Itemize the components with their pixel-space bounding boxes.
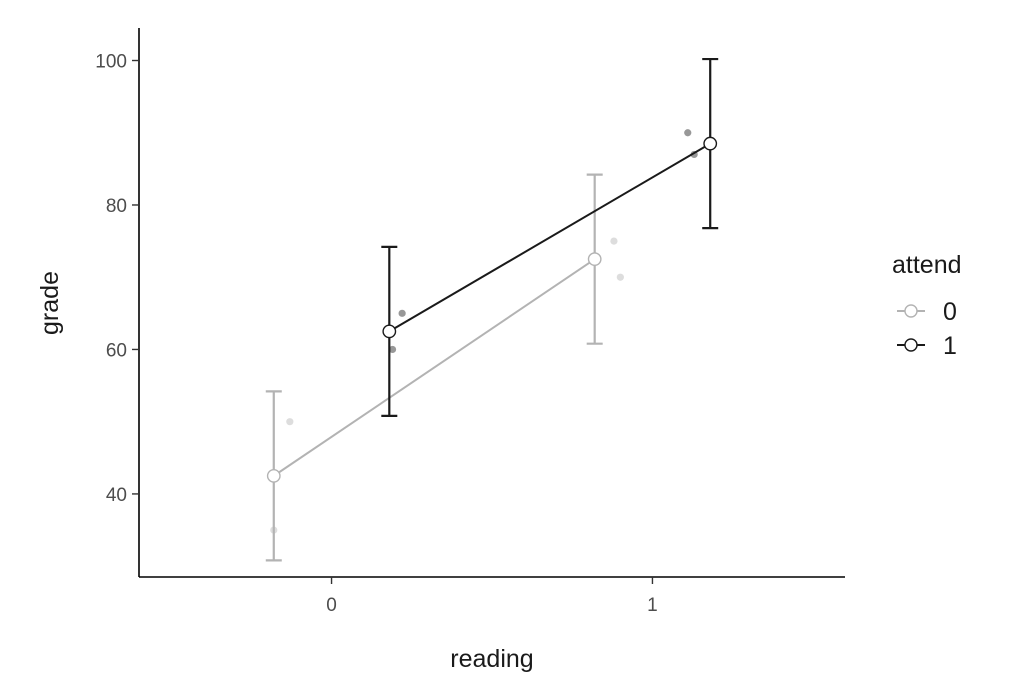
series-0 bbox=[265, 173, 603, 562]
legend-entry-0: 0 bbox=[897, 298, 957, 326]
y-tick-label: 100 bbox=[95, 52, 127, 73]
series-line bbox=[273, 258, 596, 477]
mean-point bbox=[587, 252, 602, 267]
x-axis-title: reading bbox=[450, 645, 533, 673]
legend-label: 1 bbox=[943, 332, 957, 360]
x-tick-label: 1 bbox=[647, 595, 658, 616]
raw-point bbox=[610, 237, 618, 245]
raw-points-series-1 bbox=[388, 129, 698, 354]
y-tick-label: 80 bbox=[106, 196, 127, 217]
y-tick-label: 40 bbox=[106, 485, 127, 506]
legend-label: 0 bbox=[943, 298, 957, 326]
x-tick-label: 0 bbox=[326, 595, 337, 616]
raw-point bbox=[616, 273, 624, 281]
legend-title: attend bbox=[892, 251, 962, 279]
series-line bbox=[388, 142, 711, 333]
raw-point bbox=[388, 345, 397, 354]
plot-area bbox=[265, 57, 719, 562]
raw-point bbox=[286, 418, 294, 426]
mean-point bbox=[703, 136, 718, 151]
legend-key-marker bbox=[904, 338, 918, 352]
raw-points-series-0 bbox=[270, 237, 624, 534]
y-tick-label: 60 bbox=[106, 340, 127, 361]
legend-entry-1: 1 bbox=[897, 332, 957, 360]
mean-point bbox=[266, 468, 281, 483]
mean-point bbox=[382, 324, 397, 339]
raw-point bbox=[398, 309, 406, 317]
axes: 40 60 80 100 0 1 bbox=[95, 28, 845, 616]
raw-point bbox=[684, 129, 692, 137]
series-1 bbox=[381, 57, 719, 418]
legend-key-marker bbox=[904, 304, 918, 318]
y-axis-title: grade bbox=[36, 271, 64, 335]
legend: attend 0 1 bbox=[892, 251, 962, 360]
